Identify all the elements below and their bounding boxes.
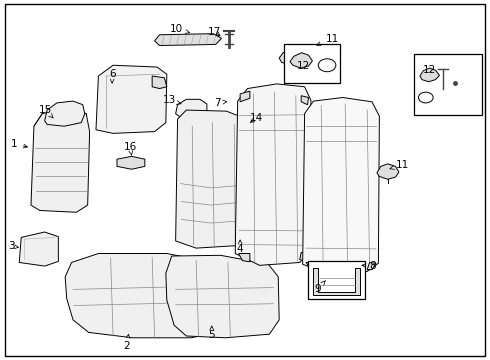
- Text: 14: 14: [249, 113, 263, 123]
- Polygon shape: [303, 98, 379, 274]
- Bar: [308, 261, 365, 299]
- Text: 12: 12: [422, 64, 436, 75]
- Polygon shape: [152, 76, 167, 89]
- Polygon shape: [155, 34, 221, 45]
- Text: 7: 7: [214, 98, 227, 108]
- Polygon shape: [45, 101, 85, 126]
- Text: 6: 6: [109, 69, 116, 83]
- Polygon shape: [306, 262, 318, 270]
- Polygon shape: [301, 96, 309, 105]
- Polygon shape: [300, 252, 309, 261]
- Polygon shape: [175, 110, 255, 248]
- Polygon shape: [247, 134, 274, 158]
- Text: 10: 10: [170, 24, 190, 34]
- Text: 8: 8: [362, 261, 376, 271]
- Polygon shape: [239, 253, 250, 262]
- Bar: [414, 54, 482, 116]
- Text: 1: 1: [11, 139, 27, 149]
- Text: 16: 16: [123, 142, 137, 155]
- Polygon shape: [290, 53, 313, 68]
- Polygon shape: [65, 253, 224, 338]
- Polygon shape: [96, 65, 167, 134]
- Polygon shape: [377, 164, 399, 179]
- Polygon shape: [314, 268, 360, 295]
- Text: 3: 3: [8, 241, 19, 251]
- Text: 13: 13: [163, 95, 181, 105]
- Polygon shape: [166, 255, 279, 338]
- Text: 17: 17: [208, 27, 221, 37]
- Text: 9: 9: [314, 281, 325, 294]
- Text: 4: 4: [237, 240, 244, 254]
- Bar: [284, 44, 340, 83]
- Polygon shape: [19, 232, 58, 266]
- Polygon shape: [117, 156, 145, 169]
- Polygon shape: [175, 99, 207, 120]
- Polygon shape: [279, 50, 301, 64]
- Text: 15: 15: [39, 105, 53, 118]
- Text: 11: 11: [317, 34, 339, 46]
- Polygon shape: [240, 91, 250, 102]
- Text: 5: 5: [208, 326, 215, 340]
- Text: 11: 11: [390, 159, 409, 170]
- Polygon shape: [420, 68, 440, 82]
- Text: 12: 12: [297, 61, 310, 71]
- Polygon shape: [31, 108, 90, 212]
- Polygon shape: [367, 262, 376, 270]
- Text: 2: 2: [123, 334, 130, 351]
- Polygon shape: [235, 84, 311, 265]
